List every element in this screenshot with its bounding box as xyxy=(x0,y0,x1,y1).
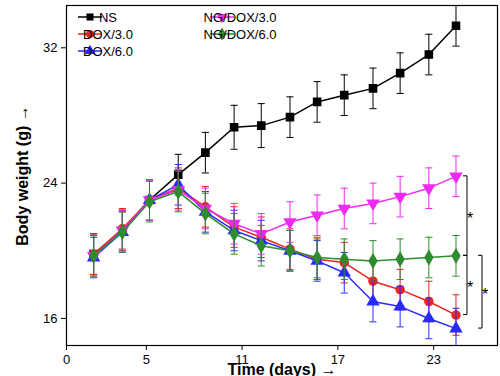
svg-text:NS: NS xyxy=(99,10,117,25)
svg-text:17: 17 xyxy=(330,351,346,367)
svg-text:Body weight (g) →: Body weight (g) → xyxy=(14,105,31,245)
svg-text:NG/DOX/6.0: NG/DOX/6.0 xyxy=(204,27,277,42)
svg-text:*: * xyxy=(482,286,488,303)
svg-text:NG/DOX/3.0: NG/DOX/3.0 xyxy=(204,10,277,25)
svg-text:5: 5 xyxy=(143,352,150,367)
svg-text:0: 0 xyxy=(63,352,70,367)
svg-text:Time (days) →: Time (days) → xyxy=(227,361,336,376)
svg-text:23: 23 xyxy=(426,352,440,367)
svg-text:32: 32 xyxy=(43,40,57,55)
svg-text:DOX/3.0: DOX/3.0 xyxy=(83,27,133,42)
svg-text:16: 16 xyxy=(43,311,57,326)
svg-text:*: * xyxy=(467,279,473,296)
svg-text:*: * xyxy=(467,210,473,227)
svg-text:24: 24 xyxy=(43,175,57,190)
svg-text:11: 11 xyxy=(235,351,249,367)
svg-text:DOX/6.0: DOX/6.0 xyxy=(83,44,133,59)
